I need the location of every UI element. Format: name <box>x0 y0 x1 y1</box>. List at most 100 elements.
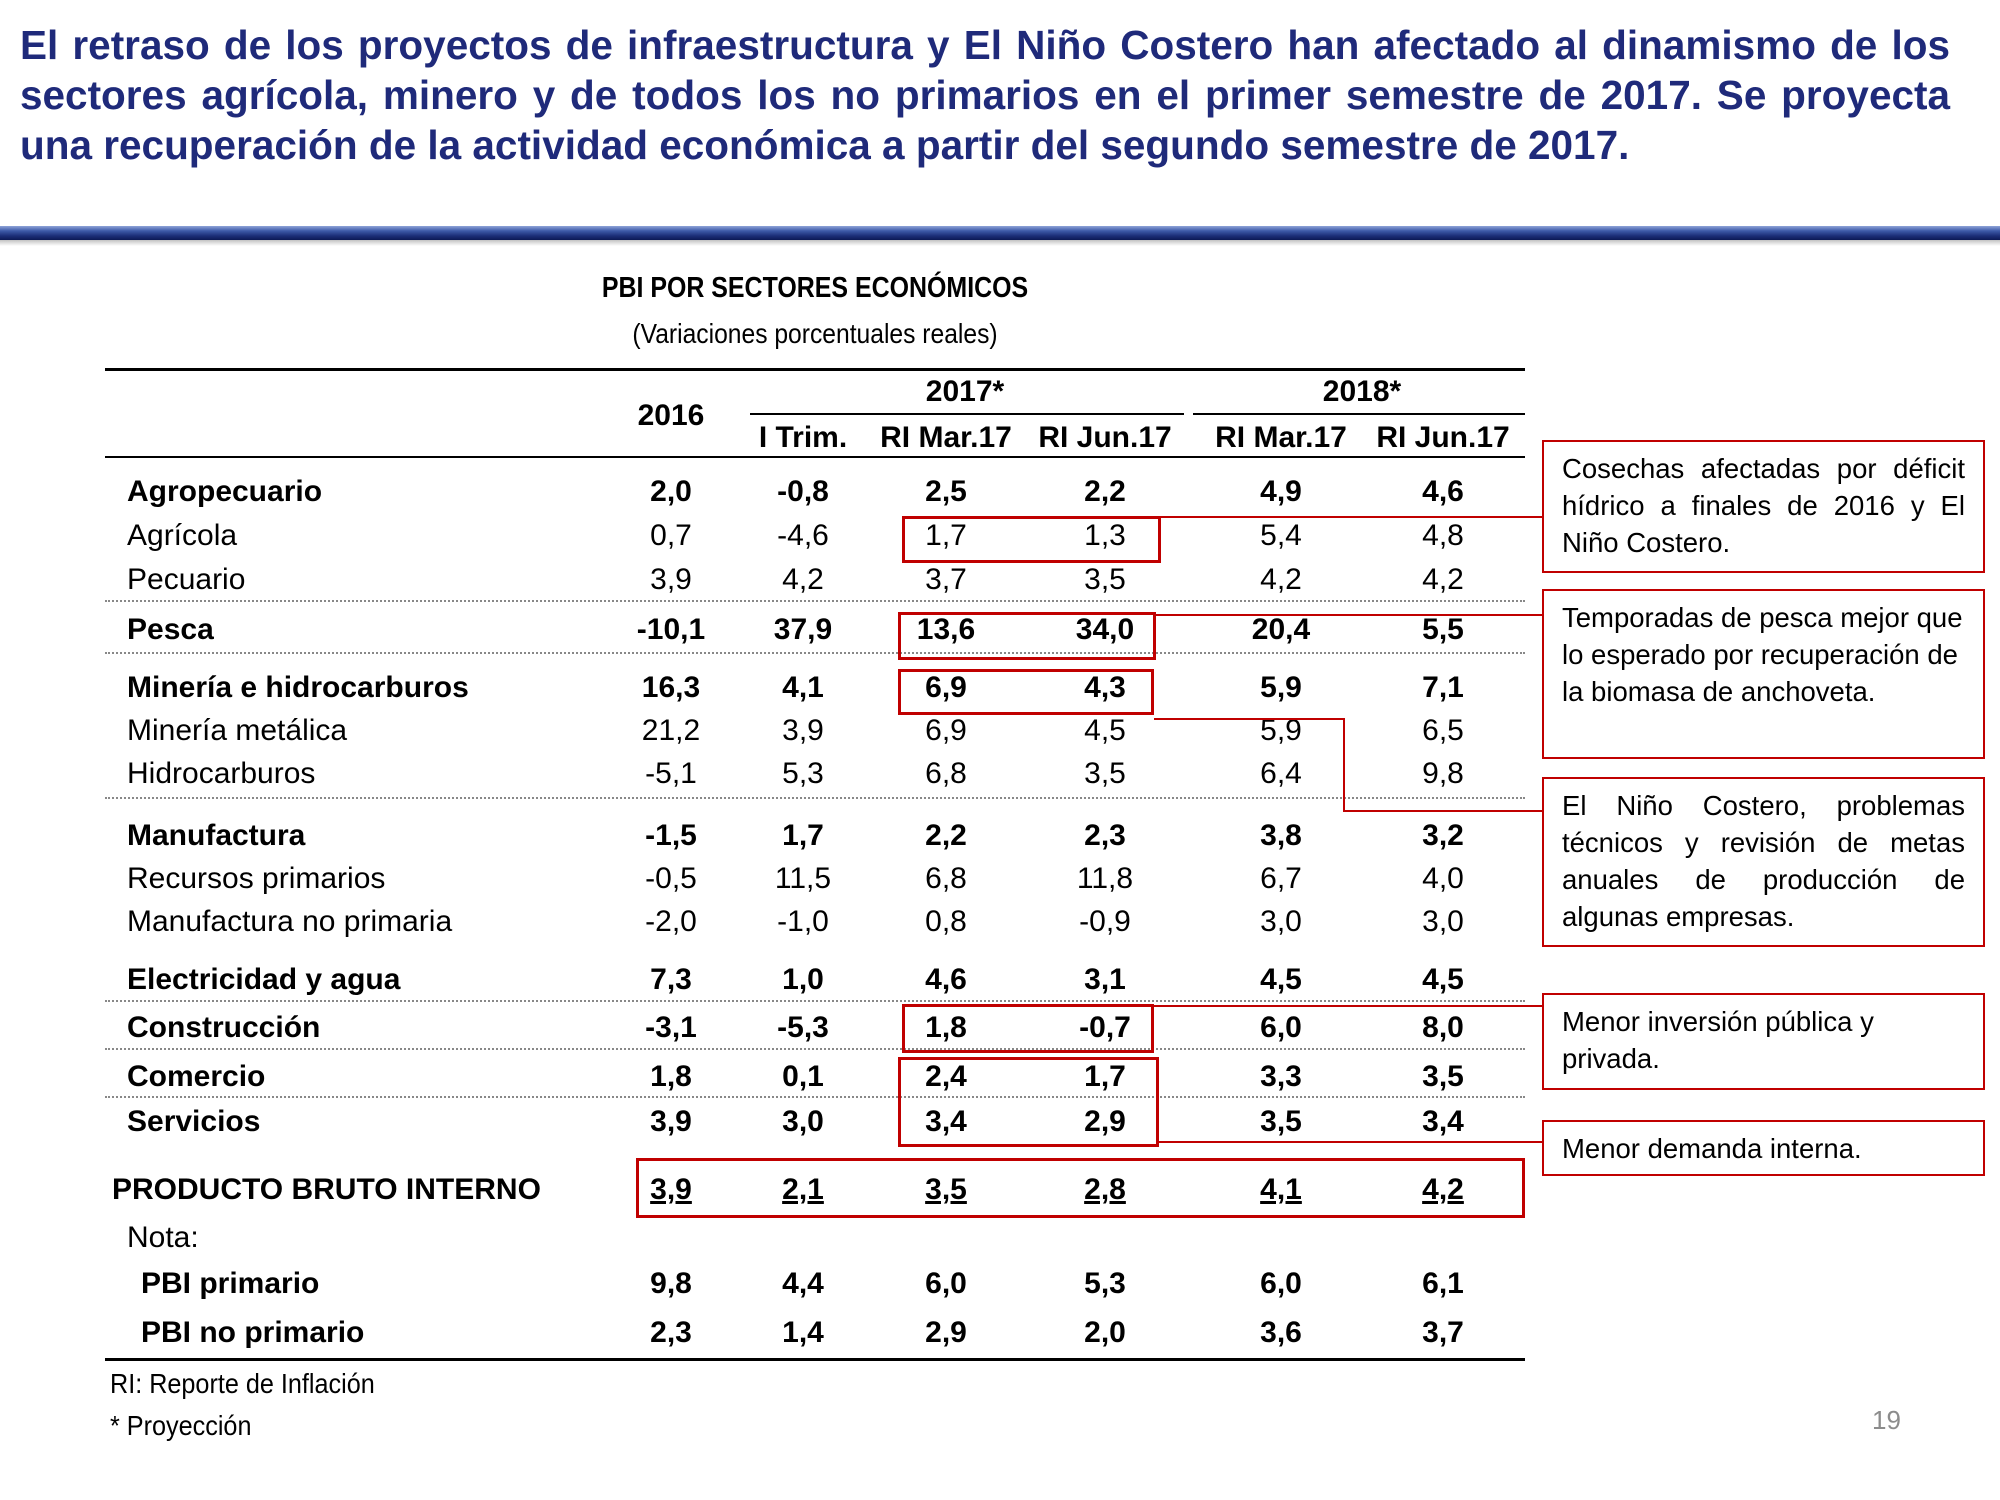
connector-line <box>1343 810 1542 812</box>
cell-value: 4,8 <box>1422 519 1464 552</box>
highlight-comercio-servicios <box>898 1057 1159 1147</box>
rule-2017-group <box>750 413 1184 415</box>
cell-value: 0,1 <box>782 1060 824 1093</box>
callout-agricultura: Cosechas afectadas por déficit hídrico a… <box>1542 440 1985 573</box>
cell-value: 3,0 <box>1422 905 1464 938</box>
row-separator <box>105 1096 1525 1098</box>
row-label: Recursos primarios <box>127 862 386 895</box>
row-label: Comercio <box>127 1060 266 1093</box>
cell-value: 1,0 <box>782 963 824 996</box>
cell-value: 6,9 <box>925 714 967 747</box>
cell-value: 2,8 <box>1084 1173 1126 1206</box>
cell-value: 5,3 <box>1084 1267 1126 1300</box>
cell-value: 3,7 <box>925 563 967 596</box>
callout-text: Temporadas de pesca mejor que lo esperad… <box>1562 602 1963 707</box>
cell-value: 3,4 <box>1422 1105 1464 1138</box>
cell-value: 4,2 <box>1422 563 1464 596</box>
cell-value: 5,3 <box>782 757 824 790</box>
cell-value: 2,3 <box>1084 819 1126 852</box>
row-label: Minería metálica <box>127 714 348 747</box>
cell-value: 13,6 <box>916 613 976 646</box>
cell-value: 3,6 <box>1260 1316 1302 1349</box>
cell-value: 1,4 <box>782 1316 824 1349</box>
callout-mineria: El Niño Costero, problemas técnicos y re… <box>1542 777 1985 947</box>
cell-value: 3,5 <box>1084 563 1126 596</box>
cell-value: -10,1 <box>636 613 706 646</box>
connector-line <box>1154 718 1344 720</box>
row-separator <box>105 1000 1525 1002</box>
row-label: Servicios <box>127 1105 261 1138</box>
note-label: Nota: <box>127 1221 199 1254</box>
cell-value: 20,4 <box>1251 613 1311 646</box>
cell-value: 1,7 <box>782 819 824 852</box>
row-separator <box>105 797 1525 799</box>
title-separator-bar <box>0 226 2000 240</box>
cell-value: 3,0 <box>782 1105 824 1138</box>
cell-value: 1,3 <box>1084 519 1126 552</box>
cell-value: -3,1 <box>645 1011 697 1044</box>
cell-value: 3,5 <box>1422 1060 1464 1093</box>
cell-value: 2,0 <box>650 475 692 508</box>
header-2017: 2017* <box>925 375 1005 408</box>
cell-value: 4,5 <box>1260 963 1302 996</box>
cell-value: 3,5 <box>1084 757 1126 790</box>
cell-value: 3,1 <box>1084 963 1126 996</box>
cell-value: 2,9 <box>925 1316 967 1349</box>
footnote-ri: RI: Reporte de Inflación <box>110 1368 375 1399</box>
cell-value: 4,2 <box>1422 1173 1464 1206</box>
cell-value: -0,5 <box>645 862 697 895</box>
connector-line <box>1154 1005 1542 1007</box>
cell-value: 8,0 <box>1422 1011 1464 1044</box>
cell-value: 6,5 <box>1422 714 1464 747</box>
cell-value: 1,7 <box>1084 1060 1126 1093</box>
callout-text: Menor demanda interna. <box>1562 1133 1862 1164</box>
callout-text: Cosechas afectadas por déficit hídrico a… <box>1562 453 1965 558</box>
row-label: Pecuario <box>127 563 246 596</box>
cell-value: 21,2 <box>641 714 701 747</box>
cell-value: 4,6 <box>925 963 967 996</box>
table-title: PBI POR SECTORES ECONÓMICOS <box>601 272 1029 304</box>
row-label: Hidrocarburos <box>127 757 316 790</box>
callout-text: El Niño Costero, problemas técnicos y re… <box>1562 790 1965 932</box>
cell-value: -0,7 <box>1079 1011 1131 1044</box>
row-separator <box>105 1048 1525 1050</box>
cell-value: 4,6 <box>1422 475 1464 508</box>
cell-value: 3,2 <box>1422 819 1464 852</box>
highlight-construccion <box>902 1004 1154 1053</box>
cell-value: 6,1 <box>1422 1267 1464 1300</box>
cell-value: 9,8 <box>1422 757 1464 790</box>
highlight-agricola <box>902 516 1161 563</box>
connector-line <box>1161 516 1542 518</box>
cell-value: 1,8 <box>650 1060 692 1093</box>
cell-value: 5,5 <box>1422 613 1464 646</box>
cell-value: 16,3 <box>641 671 701 704</box>
cell-value: 4,3 <box>1084 671 1126 704</box>
cell-value: -5,3 <box>777 1011 829 1044</box>
cell-value: 7,1 <box>1422 671 1464 704</box>
cell-value: 2,0 <box>1084 1316 1126 1349</box>
row-label: PBI primario <box>141 1267 320 1300</box>
slide-headline: El retraso de los proyectos de infraestr… <box>20 22 1950 168</box>
cell-value: 4,5 <box>1084 714 1126 747</box>
cell-value: 5,4 <box>1260 519 1302 552</box>
row-label: Manufactura no primaria <box>127 905 453 938</box>
cell-value: 3,0 <box>1260 905 1302 938</box>
cell-value: 6,9 <box>925 671 967 704</box>
cell-value: 4,9 <box>1260 475 1302 508</box>
row-separator <box>105 600 1525 602</box>
cell-value: -2,0 <box>645 905 697 938</box>
cell-value: 6,8 <box>925 862 967 895</box>
callout-pesca: Temporadas de pesca mejor que lo esperad… <box>1542 589 1985 759</box>
cell-value: 6,0 <box>1260 1011 1302 1044</box>
highlight-pesca <box>898 612 1156 660</box>
cell-value: 2,1 <box>782 1173 824 1206</box>
rule-2018-group <box>1193 413 1525 415</box>
callout-demanda: Menor demanda interna. <box>1542 1120 1985 1176</box>
row-label: Pesca <box>127 613 214 646</box>
cell-value: 4,4 <box>782 1267 824 1300</box>
callout-construccion: Menor inversión pública y privada. <box>1542 993 1985 1090</box>
cell-value: 3,3 <box>1260 1060 1302 1093</box>
cell-value: -1,0 <box>777 905 829 938</box>
cell-value: 3,9 <box>650 563 692 596</box>
cell-value: 3,5 <box>925 1173 967 1206</box>
